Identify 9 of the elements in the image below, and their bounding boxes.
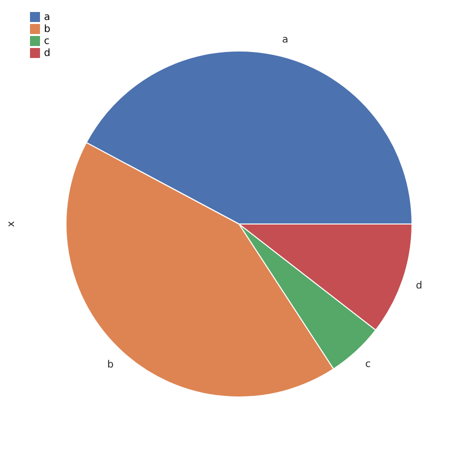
slice-label: d	[416, 280, 422, 292]
legend-label: c	[44, 36, 50, 47]
legend-label: d	[44, 48, 50, 59]
slice-label: a	[282, 34, 288, 46]
slice-label: c	[365, 358, 371, 370]
legend-label: a	[44, 12, 50, 23]
legend-label: b	[44, 24, 50, 35]
slice-label: b	[107, 359, 114, 370]
text: x	[6, 220, 17, 227]
